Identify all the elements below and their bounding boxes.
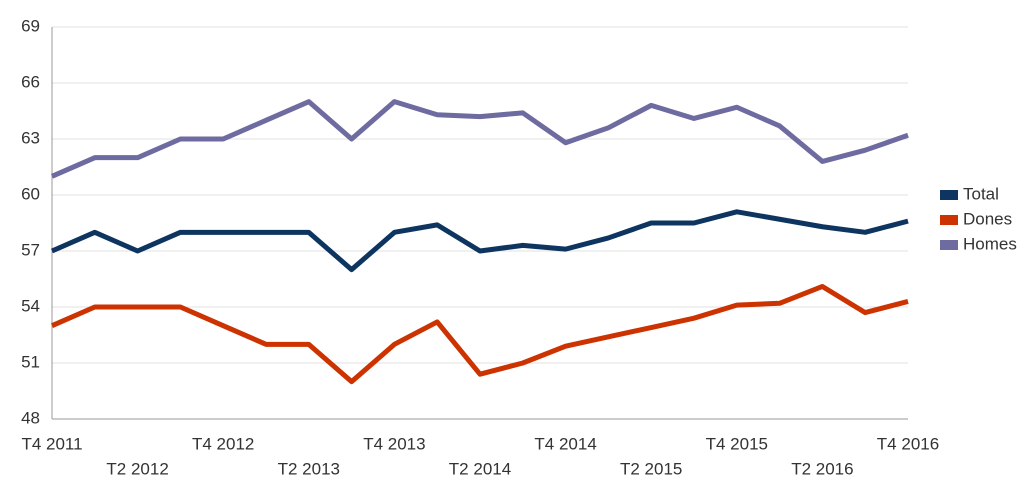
y-tick-label: 60 <box>21 184 40 203</box>
legend-label: Homes <box>963 234 1017 253</box>
y-tick-label: 66 <box>21 72 40 91</box>
x-tick-label: T4 2014 <box>534 434 596 453</box>
y-tick-label: 51 <box>21 352 40 371</box>
x-tick-label: T4 2015 <box>706 434 768 453</box>
line <box>51 209 909 273</box>
line <box>51 99 909 179</box>
x-tick-label: T4 2011 <box>21 434 82 453</box>
x-tick-label: T2 2013 <box>278 459 340 478</box>
y-tick-label: 48 <box>21 408 40 427</box>
legend-swatch <box>940 215 958 225</box>
legend-label: Total <box>963 184 999 203</box>
line <box>51 283 909 385</box>
y-tick-label: 57 <box>21 240 40 259</box>
x-tick-label: T4 2016 <box>877 434 939 453</box>
x-tick-label: T2 2015 <box>620 459 682 478</box>
legend-label: Dones <box>963 209 1012 228</box>
y-tick-label: 54 <box>21 296 40 315</box>
x-tick-label: T4 2013 <box>363 434 425 453</box>
x-tick-label: T2 2016 <box>791 459 853 478</box>
legend-swatch <box>940 190 958 200</box>
x-tick-label: T4 2012 <box>192 434 254 453</box>
x-tick-label: T2 2012 <box>106 459 168 478</box>
x-tick-label: T2 2014 <box>449 459 511 478</box>
legend-swatch <box>940 240 958 250</box>
y-tick-label: 69 <box>21 16 40 35</box>
y-tick-label: 63 <box>21 128 40 147</box>
